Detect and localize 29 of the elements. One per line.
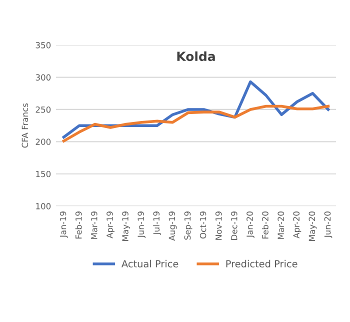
y-tick-label: 200 — [36, 138, 51, 145]
legend-label: Actual Price — [122, 260, 178, 268]
chart-title: Kolda — [177, 51, 215, 62]
x-tick-label: May-19 — [122, 212, 130, 241]
x-tick-label: Jun-19 — [138, 212, 146, 238]
x-tick-label: Dec-19 — [231, 212, 238, 240]
x-tick-label: Nov-19 — [215, 212, 222, 240]
x-tick-label: Jun-20 — [324, 211, 332, 238]
y-axis-title: CFA Francs — [22, 103, 28, 148]
x-tick-label: Jan-20 — [246, 211, 254, 238]
x-tick-label: Mar-20 — [278, 211, 284, 239]
line-series — [62, 104, 330, 142]
y-tick-label: 300 — [36, 74, 51, 81]
legend-label: Predicted Price — [226, 260, 298, 268]
x-tick-label: Sep-19 — [184, 212, 192, 240]
y-tick-label: 150 — [36, 170, 51, 178]
x-tick-label: May-20 — [308, 211, 317, 241]
y-tick-label: 350 — [36, 42, 51, 48]
x-tick-label: Feb-19 — [75, 212, 82, 238]
x-tick-label: Oct-19 — [200, 212, 206, 238]
x-tick-label: Apr-20 — [293, 211, 302, 238]
x-tick-label: Apr-19 — [106, 212, 114, 238]
y-tick-label: 100 — [36, 203, 51, 210]
y-tick-label: 250 — [36, 106, 51, 113]
x-tick-label: Feb-20 — [262, 211, 268, 238]
x-tick-label: Jul-19 — [153, 212, 162, 236]
x-tick-label: Jan-19 — [60, 212, 68, 238]
x-tick-label: Mar-19 — [91, 212, 98, 239]
x-tick-label: Aug-19 — [168, 212, 177, 241]
